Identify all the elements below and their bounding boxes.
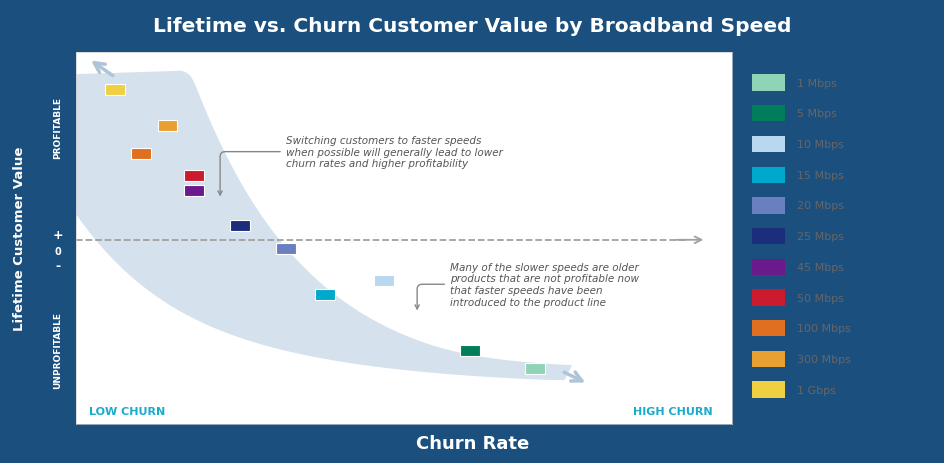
Text: PROFITABLE: PROFITABLE — [53, 96, 62, 158]
FancyBboxPatch shape — [751, 228, 784, 245]
Text: 1 Gbps: 1 Gbps — [797, 385, 835, 395]
Text: Lifetime Customer Value: Lifetime Customer Value — [13, 146, 26, 331]
FancyBboxPatch shape — [105, 84, 125, 95]
Text: LOW CHURN: LOW CHURN — [89, 406, 165, 416]
FancyBboxPatch shape — [751, 137, 784, 153]
FancyBboxPatch shape — [131, 149, 151, 160]
Text: 100 Mbps: 100 Mbps — [797, 324, 851, 333]
FancyBboxPatch shape — [184, 170, 204, 181]
FancyBboxPatch shape — [751, 106, 784, 122]
FancyBboxPatch shape — [751, 198, 784, 214]
FancyBboxPatch shape — [751, 290, 784, 306]
Text: 50 Mbps: 50 Mbps — [797, 293, 843, 303]
Text: 45 Mbps: 45 Mbps — [797, 262, 843, 272]
Text: -: - — [55, 260, 60, 273]
FancyBboxPatch shape — [751, 382, 784, 398]
Text: 25 Mbps: 25 Mbps — [797, 232, 843, 242]
FancyBboxPatch shape — [751, 320, 784, 337]
FancyBboxPatch shape — [751, 351, 784, 367]
Text: 15 Mbps: 15 Mbps — [797, 170, 843, 180]
Polygon shape — [7, 72, 574, 380]
Text: HIGH CHURN: HIGH CHURN — [632, 406, 712, 416]
Text: 5 Mbps: 5 Mbps — [797, 109, 836, 119]
FancyBboxPatch shape — [525, 363, 545, 374]
Text: Lifetime vs. Churn Customer Value by Broadband Speed: Lifetime vs. Churn Customer Value by Bro… — [153, 17, 791, 36]
Text: UNPROFITABLE: UNPROFITABLE — [53, 311, 62, 388]
Text: Many of the slower speeds are older
products that are not profitable now
that fa: Many of the slower speeds are older prod… — [414, 262, 638, 309]
Text: +: + — [52, 228, 63, 241]
Text: 1 Mbps: 1 Mbps — [797, 78, 836, 88]
FancyBboxPatch shape — [751, 167, 784, 183]
FancyBboxPatch shape — [229, 220, 249, 231]
FancyBboxPatch shape — [315, 290, 335, 301]
Text: 20 Mbps: 20 Mbps — [797, 201, 843, 211]
Text: 300 Mbps: 300 Mbps — [797, 354, 851, 364]
Text: Switching customers to faster speeds
when possible will generally lead to lower
: Switching customers to faster speeds whe… — [218, 136, 502, 196]
FancyBboxPatch shape — [751, 75, 784, 92]
Text: Churn Rate: Churn Rate — [415, 434, 529, 452]
Text: 10 Mbps: 10 Mbps — [797, 140, 843, 150]
FancyBboxPatch shape — [184, 185, 204, 196]
FancyBboxPatch shape — [158, 121, 177, 132]
FancyBboxPatch shape — [374, 275, 394, 286]
FancyBboxPatch shape — [460, 345, 479, 356]
FancyBboxPatch shape — [751, 259, 784, 275]
Text: 0: 0 — [54, 246, 61, 257]
FancyBboxPatch shape — [276, 244, 295, 255]
